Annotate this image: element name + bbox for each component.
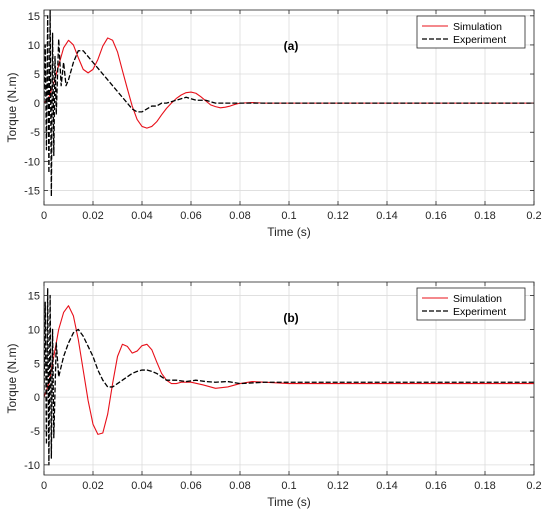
x-tick-label: 0.12 <box>327 480 348 492</box>
y-axis-label: Torque (N.m) <box>5 72 19 142</box>
x-tick-label: 0 <box>41 210 47 222</box>
x-tick-label: 0.02 <box>82 210 103 222</box>
y-tick-label: 5 <box>34 358 40 370</box>
y-tick-label: 5 <box>34 69 40 81</box>
x-tick-label: 0.1 <box>281 210 296 222</box>
panel-label: (a) <box>284 39 299 53</box>
x-tick-label: 0.12 <box>327 210 348 222</box>
x-axis-label: Time (s) <box>267 495 311 509</box>
y-tick-label: 10 <box>28 324 40 336</box>
x-tick-label: 0.18 <box>474 210 495 222</box>
x-tick-label: 0.2 <box>526 480 541 492</box>
x-tick-label: 0.16 <box>425 480 446 492</box>
y-tick-label: 15 <box>28 11 40 23</box>
y-tick-label: 15 <box>28 291 40 303</box>
legend-entry: Experiment <box>453 34 506 46</box>
legend-entry: Simulation <box>453 21 502 33</box>
y-tick-label: -10 <box>24 156 40 168</box>
x-tick-label: 0.06 <box>180 480 201 492</box>
y-tick-label: -5 <box>30 127 40 139</box>
x-tick-label: 0.16 <box>425 210 446 222</box>
y-tick-label: 10 <box>28 40 40 52</box>
y-tick-label: -10 <box>24 460 40 472</box>
x-tick-label: 0.2 <box>526 210 541 222</box>
x-tick-label: 0.18 <box>474 480 495 492</box>
x-tick-label: 0.04 <box>131 210 152 222</box>
chart-panel-2: 0 0.02 0.04 0.06 0.08 0.1 0.12 0.14 0.16 0.18 0.2 -… <box>5 281 542 509</box>
y-tick-label: 0 <box>34 98 40 110</box>
y-tick-label: -15 <box>24 185 40 197</box>
x-tick-label: 0.08 <box>229 210 250 222</box>
x-axis-label: Time (s) <box>267 225 311 239</box>
legend-box <box>416 15 526 49</box>
legend-entry: Simulation <box>453 293 502 305</box>
x-tick-label: 0.14 <box>376 210 397 222</box>
x-tick-label: 0.02 <box>82 480 103 492</box>
x-tick-label: 0.14 <box>376 480 397 492</box>
chart-panel-1: 0 0.02 0.04 0.06 0.08 0.1 0.12 0.14 0.16 0.18 0.2 -… <box>5 9 542 239</box>
legend-entry: Experiment <box>453 306 506 318</box>
x-tick-label: 0 <box>41 480 47 492</box>
x-tick-label: 0.08 <box>229 480 250 492</box>
y-axis-label: Torque (N.m) <box>5 343 19 413</box>
panel-label: (b) <box>283 311 298 325</box>
y-tick-label: 0 <box>34 392 40 404</box>
series-line-experiment <box>44 288 534 466</box>
y-tick-label: -5 <box>30 426 40 438</box>
series-line-simulation <box>44 305 534 435</box>
series-line-experiment <box>44 10 534 197</box>
x-tick-label: 0.1 <box>281 480 296 492</box>
x-tick-label: 0.06 <box>180 210 201 222</box>
x-tick-label: 0.04 <box>131 480 152 492</box>
legend-box <box>416 287 526 321</box>
